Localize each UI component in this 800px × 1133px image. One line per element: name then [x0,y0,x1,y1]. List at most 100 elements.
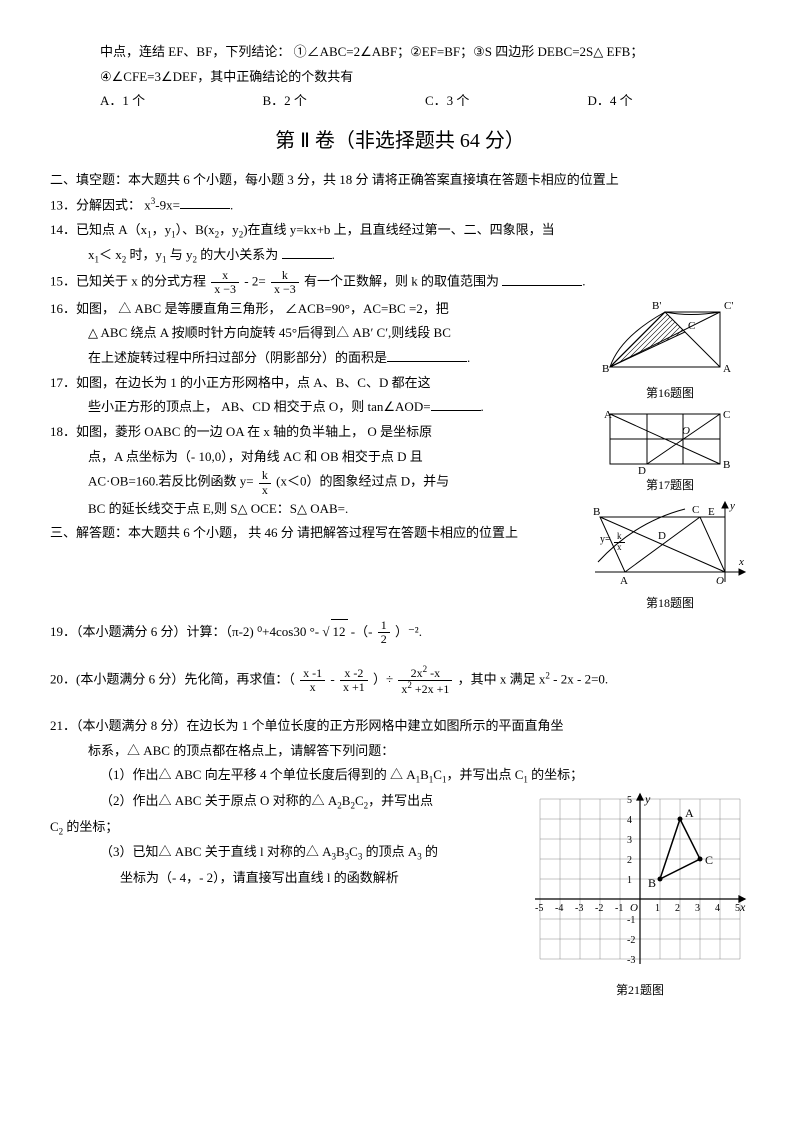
q15-c: 有一个正数解，则 k 的取值范围为 [304,274,499,289]
q20-f2d: x +1 [340,681,368,694]
q15-f1n: x [211,269,239,283]
fig16-Bp: B' [652,300,661,312]
q14-t5: )在直线 y=kx+b 上，且直线经过第一、二、四象限，当 [243,222,555,237]
fig17-cap: 第17题图 [590,474,750,497]
svg-text:1: 1 [655,903,660,914]
q21-p1: （1）作出△ ABC 向左平移 4 个单位长度后得到的 △ A1B1C1，并写出… [50,763,750,789]
q20-f1: x -1x [300,667,325,694]
svg-text:3: 3 [627,835,632,846]
fig21-y: y [644,792,651,806]
q13-post: . [230,197,233,212]
fig18-kd: x [614,543,625,553]
fig18-cap: 第18题图 [590,592,750,615]
fig18-kn: k [614,532,625,543]
q-cont-options: A．1 个 B．2 个 C．3 个 D．4 个 [50,89,750,114]
svg-text:3: 3 [695,903,700,914]
q16-l2: △ ABC 绕点 A 按顺时针方向旋转 45°后得到△ AB′ C′,则线段 B… [50,321,582,346]
q19-a: 19．（本小题满分 6 分）计算：（π-2) ⁰+4cos30 °- [50,624,319,639]
q21-p3c: C [349,844,358,859]
q20-f3d: x2 +2x +1 [398,681,452,696]
q20-f2n: x -2 [340,667,368,681]
q13-mid: -9x= [155,197,180,212]
q20-f3na: 2x [411,666,423,680]
fig16-C: C [688,320,695,332]
q19-sqrt: 12 [331,619,348,645]
q18-l1: 18．如图，菱形 OABC 的一边 OA 在 x 轴的负半轴上， O 是坐标原 [50,420,582,445]
q21-c2: C2 的坐标； [50,815,522,841]
solve-heading: 三、解答题：本大题共 6 个小题， 共 46 分 请把解答过程写在答题卡相应的位… [50,521,582,546]
option-b: B．2 个 [263,89,426,114]
fill-heading: 二、填空题：本大题共 6 个小题，每小题 3 分，共 18 分 请将正确答案直接… [50,168,750,193]
q14-t2: ，y [152,222,172,237]
svg-text:2: 2 [627,855,632,866]
q14-t3: ）、B(x [176,222,215,237]
fig18-x: x [738,556,744,568]
q19-fn: 1 [378,619,390,633]
q15-f2d: x −3 [271,283,299,296]
svg-text:-3: -3 [627,955,635,966]
q19: 19．（本小题满分 6 分）计算：（π-2) ⁰+4cos30 °- √12 -… [50,619,750,647]
q15-b: - 2= [244,274,265,289]
svg-text:2: 2 [675,903,680,914]
q21-l2: 标系，△ ABC 的顶点都在格点上，请解答下列问题： [50,739,750,764]
q21-p1e: 的坐标； [528,767,583,782]
fig21: A C B O x y -5-4-3-2-112345 54321-1-2-3 … [530,789,750,1002]
q16-18-text: 16．如图， △ ABC 是等腰直角三角形， ∠ACB=90°，AC=BC =2… [50,297,582,547]
q13-text: 13．分解因式： x [50,197,151,212]
q21-p3a: （3）已知△ ABC 关于直线 l 对称的△ A [100,844,331,859]
q20: 20．(本小题满分 6 分）先化简，再求值：（ x -1x - x -2x +1… [50,665,750,696]
fig21-B: B [648,876,656,890]
q20-c: - 2x - 2=0. [550,671,608,686]
fig16-svg: B B' C' C A [590,297,740,382]
q20-a: 20．(本小题满分 6 分）先化简，再求值：（ [50,671,295,686]
svg-text:1: 1 [627,875,632,886]
q14: 14．已知点 A（x1，y1）、B(x2，y2)在直线 y=kx+b 上，且直线… [50,218,750,269]
svg-text:-2: -2 [595,903,603,914]
svg-text:-1: -1 [627,915,635,926]
q13: 13．分解因式： x3-9x=. [50,193,750,218]
fig18-E: E [708,506,715,518]
q21-p2: （2）作出△ ABC 关于原点 O 对称的△ A2B2C2，并写出点 [50,789,522,815]
q14-l2: x1＜ x2 时，y1 与 y2 的大小关系为 . [50,243,750,269]
q19-b: -（- [351,624,373,639]
fig16-B: B [602,363,609,375]
q14-blank [282,245,332,259]
svg-text:4: 4 [627,815,632,826]
q16-l3t: 在上述旋转过程中所扫过部分（阴影部分）的面积是 [88,350,387,365]
q21-p3b: B [336,844,345,859]
q16-blank [387,348,467,362]
option-a: A．1 个 [100,89,263,114]
q13-blank [180,195,230,209]
q15-a: 15．已知关于 x 的分式方程 [50,274,206,289]
fig17-svg: A C D B O [590,404,740,474]
figures-right: B B' C' C A 第16题图 A C D B [590,297,750,615]
fig18-C: C [692,504,699,516]
q14-t1: 14．已知点 A（x [50,222,147,237]
option-c: C．3 个 [425,89,588,114]
q20-m1: - [330,671,334,686]
q16-18-row: 16．如图， △ ABC 是等腰直角三角形， ∠ACB=90°，AC=BC =2… [50,297,750,615]
q21-p1b: B [420,767,429,782]
fig16-cap: 第16题图 [590,382,750,405]
q21-p1a: （1）作出△ ABC 向左平移 4 个单位长度后得到的 △ A [100,767,416,782]
q19-frac: 12 [378,619,390,646]
svg-text:4: 4 [715,903,720,914]
q14-t8: 时，y [126,247,162,262]
svg-text:-1: -1 [615,903,623,914]
q21-p3e: 的 [422,844,438,859]
fig18-D: D [658,530,666,542]
fig17-C: C [723,409,730,421]
fig21-cap: 第21题图 [530,979,750,1002]
q20-f1n: x -1 [300,667,325,681]
q20-f3nb: -x [427,666,440,680]
fig18-B: B [593,506,600,518]
q20-f3db: +2x +1 [412,682,450,696]
fig18-O: O [716,575,724,587]
q21-c2a: C [50,819,59,834]
q15-blank [502,272,582,286]
q15-frac1: xx −3 [211,269,239,296]
q21-p2c: C [355,793,364,808]
q14-l1: 14．已知点 A（x1，y1）、B(x2，y2)在直线 y=kx+b 上，且直线… [50,218,750,244]
q21-p4: 坐标为（- 4，- 2），请直接写出直线 l 的函数解析 [50,866,522,891]
section-2-title: 第 Ⅱ 卷（非选择题共 64 分） [50,122,750,160]
